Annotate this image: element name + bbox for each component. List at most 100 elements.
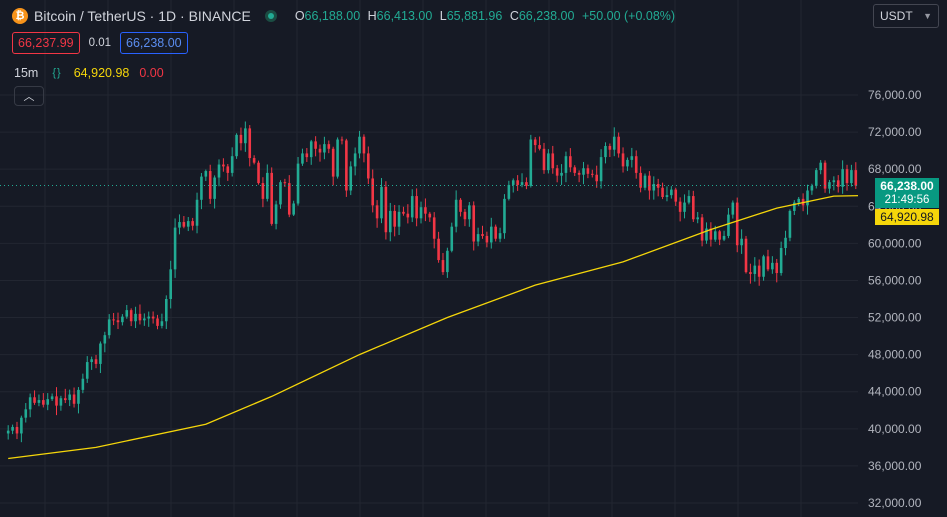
collapse-legend-button[interactable]: ︿ [14,86,44,106]
candle-body [810,185,814,191]
candle-body [542,148,546,171]
market-status-icon[interactable] [264,10,277,22]
ohlc-values: O66,188.00 H66,413.00 L65,881.96 C66,238… [295,9,679,23]
candle [454,190,458,233]
candle [77,387,80,414]
candle [257,160,260,185]
candle [349,161,353,196]
candle [547,149,550,174]
candle-body [169,269,172,299]
candle-body [735,202,739,246]
candle [37,394,41,407]
candle [107,314,111,339]
candle-body [116,320,120,323]
candle [841,160,844,194]
candle-body [468,205,471,220]
currency-label: USDT [880,9,913,23]
code-braces-icon[interactable]: { } [52,67,60,79]
candle-body [103,335,107,344]
candle-body [309,141,313,158]
candle-body [498,233,502,239]
candle-body [599,157,603,182]
candle-body [665,195,669,197]
candle [318,144,322,162]
candle [213,175,216,209]
candle-body [287,183,291,215]
currency-select[interactable]: USDT ▼ [873,4,939,28]
candle-body [757,265,761,277]
candle-body [200,176,203,200]
spread-value: 0.01 [88,37,111,49]
symbol-title[interactable]: Bitcoin / TetherUS · 1D · BINANCE [34,8,251,24]
indicator-legend[interactable]: 15m { } 64,920.98 0.00 [14,66,164,80]
candle-body [670,189,673,196]
candle [507,180,511,201]
candle [854,162,858,190]
candle-body [283,182,287,184]
candle [160,313,164,329]
candle-body [410,196,414,218]
candle-body [520,182,524,185]
price-axis-tick: 40,000.00 [868,422,922,436]
candle [639,166,642,193]
candle [503,194,506,239]
candle [367,146,370,185]
candle-body [652,184,656,191]
candle-body [696,217,700,220]
candle [753,257,757,282]
candle [147,311,151,327]
change-value: +50.00 (+0.08%) [581,9,676,23]
candle-body [643,175,647,188]
candle-body [441,260,445,273]
candle-body [832,180,836,183]
candle [419,201,423,224]
candle-body [173,227,177,270]
candle-body [626,159,629,167]
candle [151,311,155,324]
candle-body [55,396,58,406]
chart-legend-header: ₿ Bitcoin / TetherUS · 1D · BINANCE O66,… [12,6,679,26]
candle-body [814,170,818,186]
candle [476,227,480,247]
candle [208,164,212,204]
candle [468,202,471,227]
candle [235,133,238,159]
candle [169,260,172,309]
candle-body [375,205,379,219]
candle [331,146,335,186]
buy-button[interactable]: 66,238.00 [120,32,188,54]
candle [33,390,36,405]
candle [683,194,686,219]
candle-body [239,134,243,144]
candle-body [656,184,660,188]
candle-body [788,210,792,238]
candle [441,253,445,275]
candle [832,176,836,191]
sell-button[interactable]: 66,237.99 [12,32,80,54]
candle-body [516,180,519,185]
candle [28,393,32,418]
candle [55,387,58,416]
candle [626,157,629,172]
candle-body [178,222,181,228]
candle-body [208,171,212,199]
candle [656,178,660,197]
candle-body [648,175,651,191]
candle [222,158,225,172]
candle [463,208,467,227]
candle [709,222,713,247]
candle-body [476,234,480,242]
candle-body [248,128,252,159]
low-value: 65,881.96 [446,9,503,23]
candle-body [779,248,783,274]
candle-body [744,238,748,273]
candle [195,192,199,234]
candle [511,178,515,193]
candle-body [143,318,146,321]
bitcoin-icon[interactable]: ₿ [12,8,28,24]
candle-body [151,316,155,319]
candle [661,182,664,200]
candle-body [494,226,497,239]
candle-body [380,186,383,219]
